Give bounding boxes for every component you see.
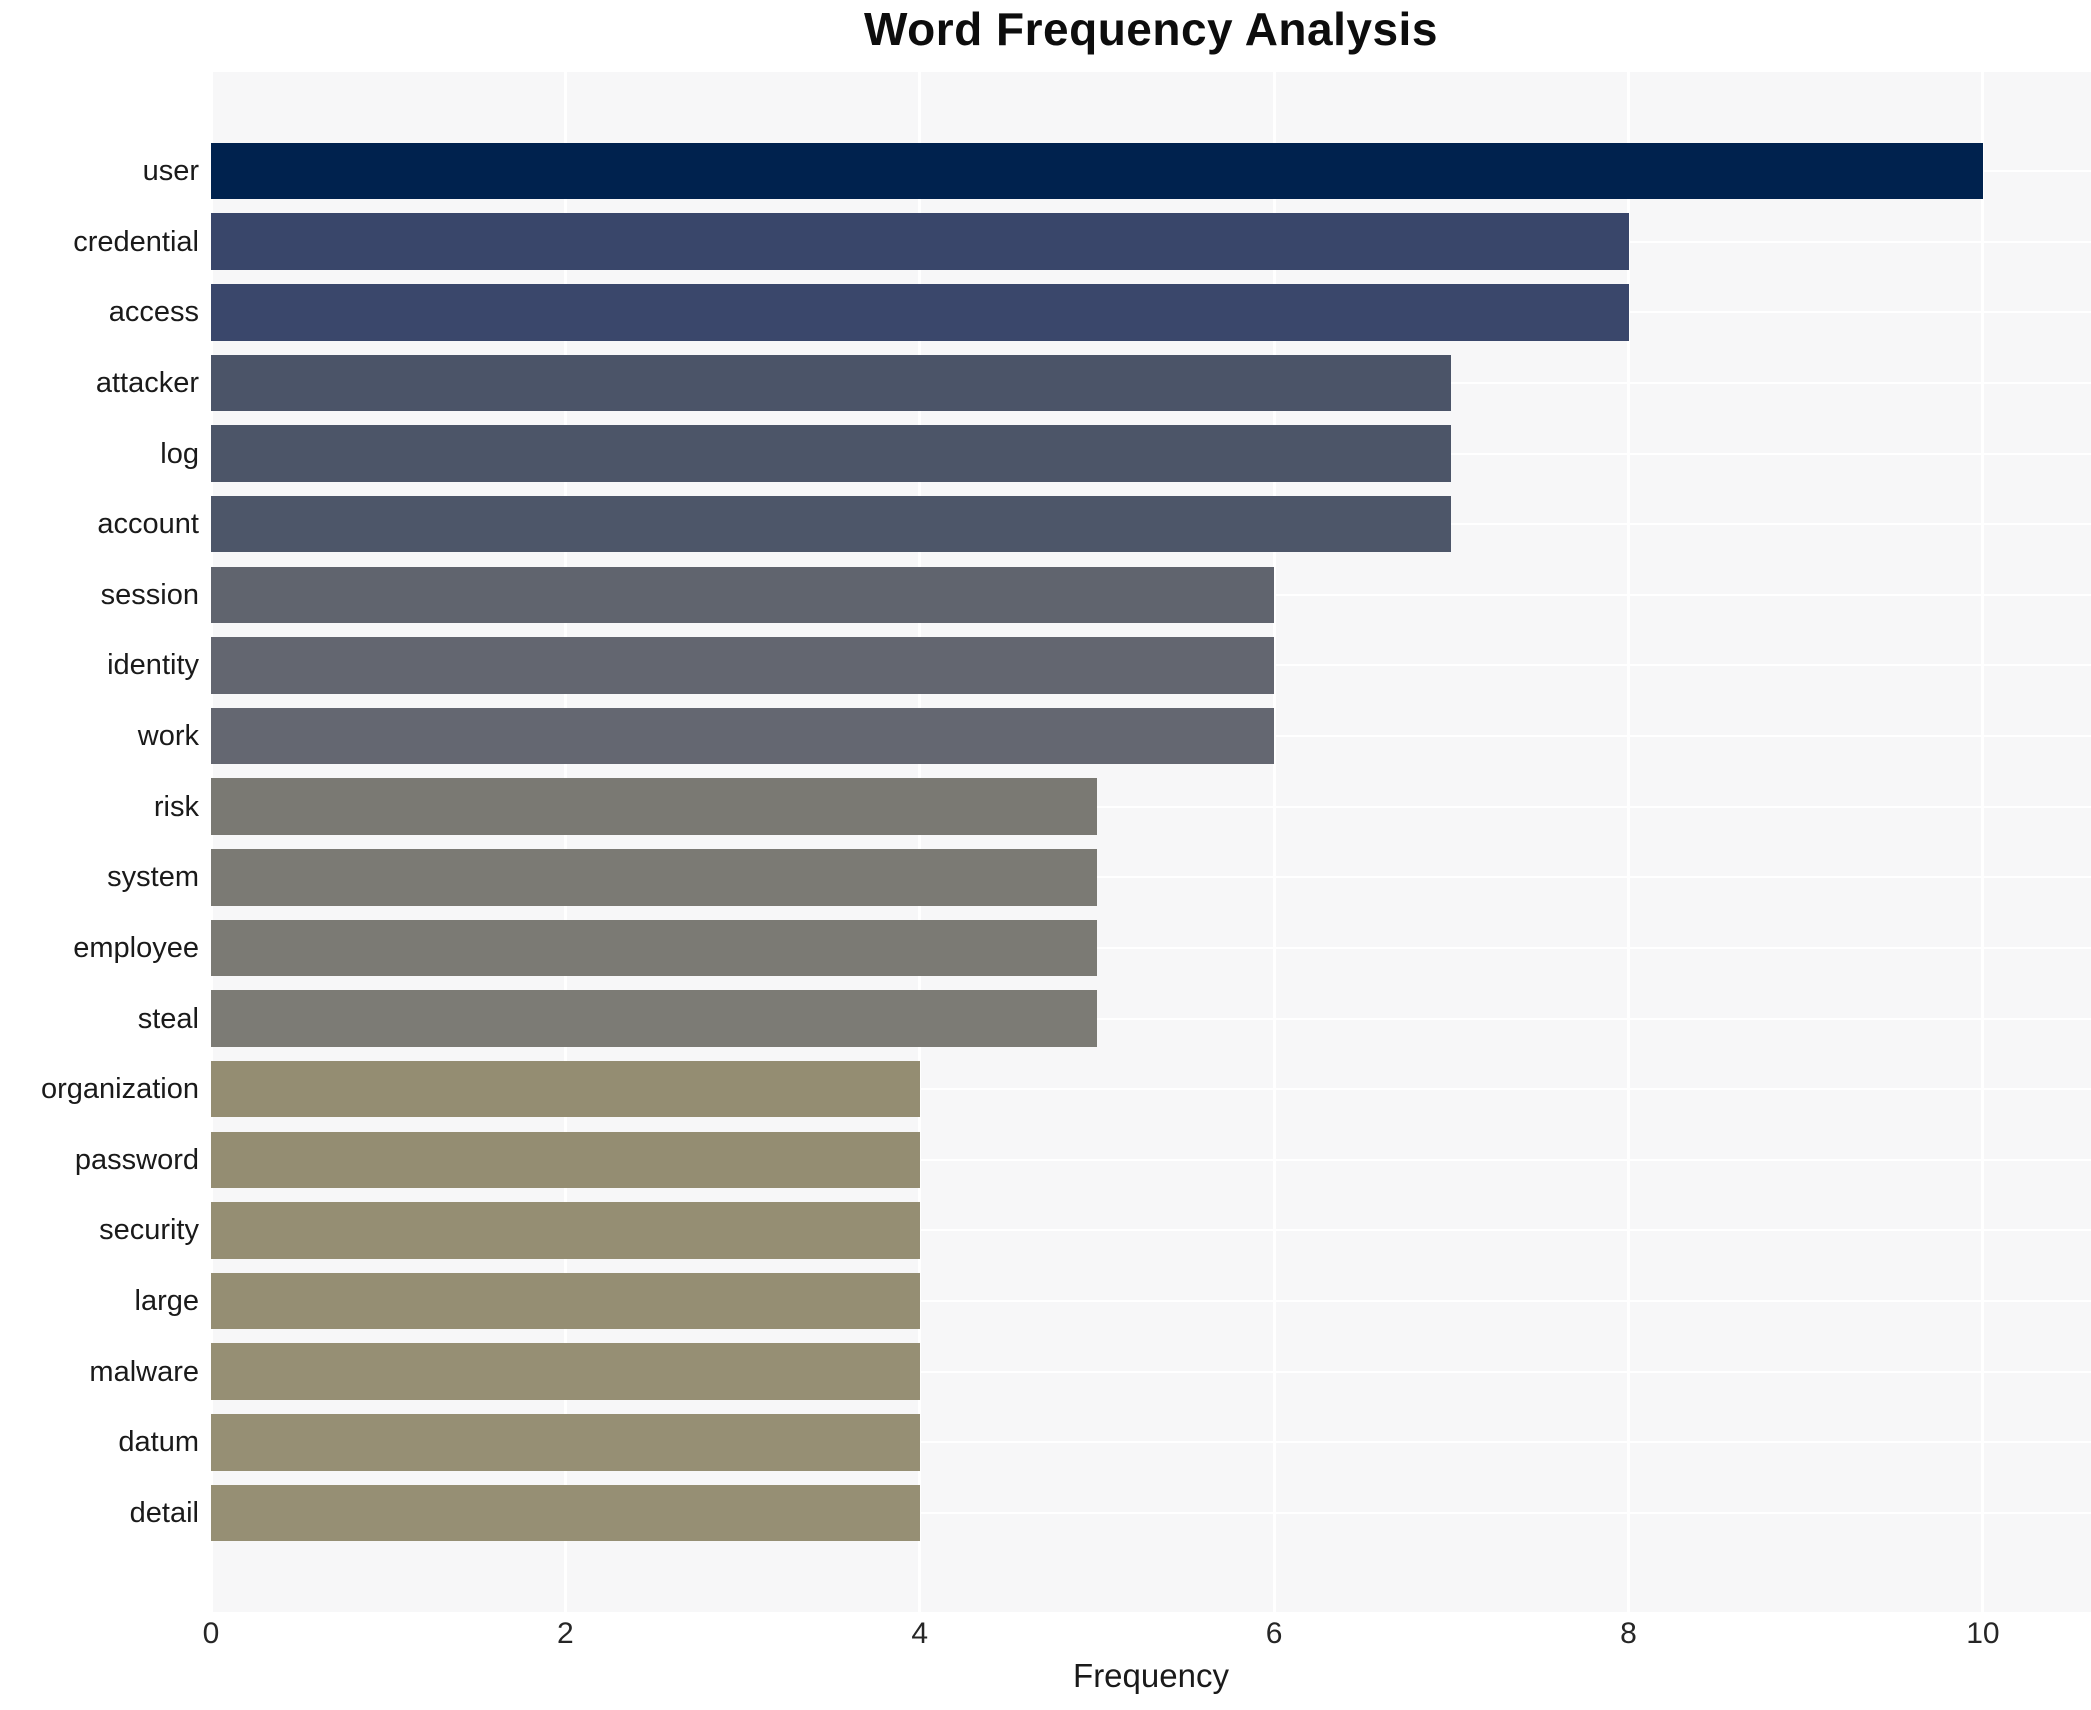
x-tick-label-8: 8 (1620, 1617, 1637, 1650)
x-tick-label-10: 10 (1966, 1617, 2000, 1650)
y-tick-label-identity: identity (107, 649, 199, 682)
y-tick-label-work: work (137, 720, 199, 753)
chart-title: Word Frequency Analysis (864, 3, 1438, 55)
x-tick-label-4: 4 (911, 1617, 929, 1650)
bar-work (211, 707, 1275, 765)
y-tick-label-organization: organization (41, 1073, 199, 1106)
y-tick-label-password: password (74, 1143, 199, 1176)
bar-session (211, 566, 1275, 624)
bar-user (211, 142, 1983, 200)
y-tick-label-datum: datum (118, 1426, 199, 1459)
y-tick-label-account: account (97, 508, 199, 541)
gridline-horizontal-organization (211, 1088, 2091, 1091)
y-tick-label-log: log (160, 437, 199, 470)
y-tick-label-credential: credential (73, 225, 199, 258)
y-tick-label-risk: risk (153, 790, 199, 823)
bar-risk (211, 778, 1097, 835)
y-tick-label-security: security (99, 1214, 199, 1247)
bar-identity (211, 637, 1275, 694)
gridline-horizontal-employee (211, 946, 2091, 949)
bar-credential (211, 213, 1629, 270)
y-tick-label-detail: detail (129, 1496, 199, 1529)
gridline-vertical-4 (918, 72, 922, 1612)
gridline-horizontal-system (211, 876, 2091, 879)
y-tick-label-employee: employee (73, 931, 199, 964)
x-tick-label-0: 0 (202, 1617, 220, 1650)
y-tick-label-steal: steal (137, 1002, 199, 1035)
bar-security (211, 1202, 920, 1259)
bar-password (211, 1131, 920, 1189)
gridline-horizontal-detail (211, 1511, 2091, 1514)
y-tick-label-session: session (100, 578, 199, 611)
x-axis-title: Frequency (1073, 1657, 1229, 1694)
gridline-vertical-10 (1981, 72, 1985, 1612)
bar-attacker (211, 354, 1452, 412)
bar-datum (211, 1414, 920, 1471)
bar-access (211, 284, 1629, 341)
y-tick-label-user: user (142, 155, 199, 187)
y-tick-label-large: large (134, 1285, 200, 1318)
gridline-vertical-2 (563, 72, 567, 1612)
gridline-vertical-0 (209, 72, 213, 1612)
bar-detail (211, 1484, 920, 1542)
y-tick-label-system: system (107, 861, 199, 894)
x-tick-label-2: 2 (557, 1617, 574, 1650)
gridline-vertical-6 (1272, 72, 1276, 1612)
gridline-horizontal-steal (211, 1017, 2091, 1020)
gridline-horizontal-malware (211, 1370, 2091, 1373)
gridline-horizontal-password (211, 1158, 2091, 1161)
bar-account (211, 495, 1452, 553)
gridline-vertical-8 (1627, 72, 1631, 1612)
bar-log (211, 425, 1452, 482)
bar-organization (211, 1060, 920, 1118)
y-tick-label-attacker: attacker (95, 366, 199, 399)
y-tick-label-access: access (108, 296, 199, 329)
y-tick-label-malware: malware (89, 1355, 199, 1388)
plot-area (209, 72, 2091, 1612)
gridline-horizontal-datum (211, 1441, 2091, 1444)
bar-system (211, 849, 1097, 906)
gridline-horizontal-large (211, 1300, 2091, 1303)
gridline-horizontal-security (211, 1229, 2091, 1232)
bar-employee (211, 919, 1097, 977)
x-tick-label-6: 6 (1265, 1617, 1283, 1650)
bar-malware (211, 1343, 920, 1400)
bar-steal (211, 990, 1097, 1047)
bar-large (211, 1272, 920, 1330)
gridline-horizontal-risk (211, 805, 2091, 808)
